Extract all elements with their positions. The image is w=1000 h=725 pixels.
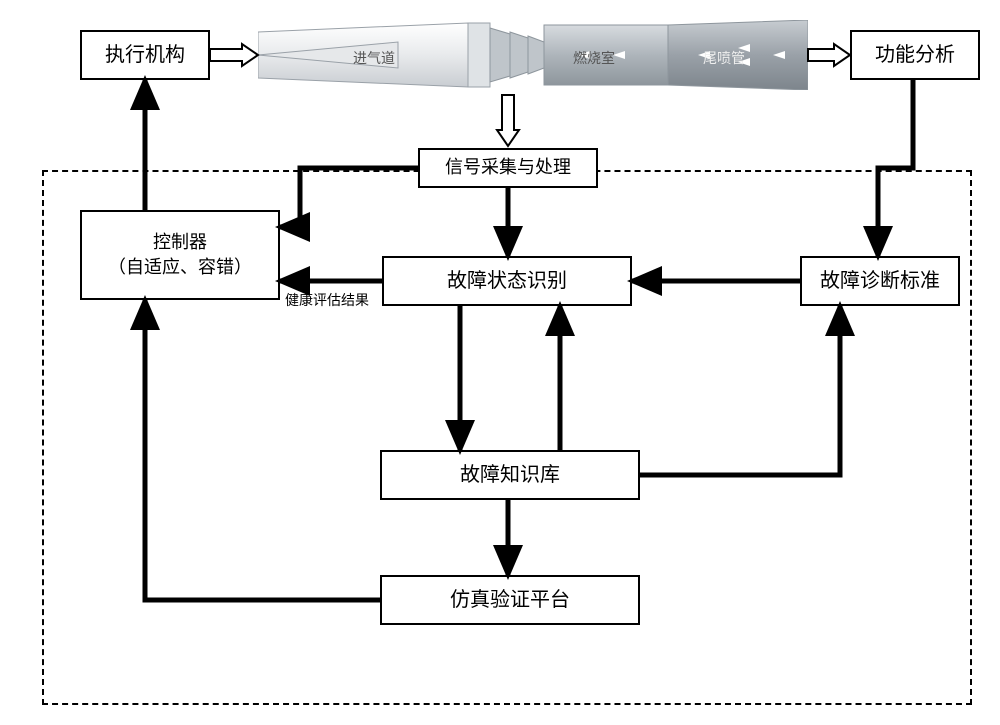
node-fault-id: 故障状态识别 [382,256,632,306]
engine-nozzle-label: 尾喷管 [703,48,745,68]
engine-schematic: 进气道 燃烧室 尾喷管 [258,20,808,90]
engine-combustor-label: 燃烧室 [573,48,615,68]
node-sim: 仿真验证平台 [380,575,640,625]
node-controller: 控制器 （自适应、容错） [80,210,280,300]
node-kb: 故障知识库 [380,450,640,500]
engine-intake-label: 进气道 [353,48,395,68]
node-exec: 执行机构 [80,30,210,80]
node-signal: 信号采集与处理 [418,148,598,188]
edge-label-health-result: 健康评估结果 [285,290,369,310]
node-criteria: 故障诊断标准 [800,256,960,306]
node-func: 功能分析 [850,30,980,80]
